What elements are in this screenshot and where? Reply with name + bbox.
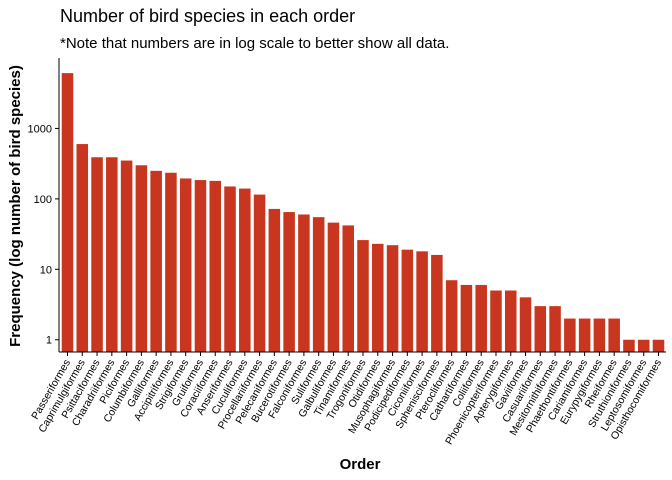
bar-ciconiiformes bbox=[416, 251, 428, 352]
bar-sphenisciformes bbox=[431, 254, 443, 352]
bar-piciformes bbox=[120, 160, 133, 352]
bar-passeriformes bbox=[61, 73, 74, 353]
y-tick-label: 10 bbox=[40, 264, 52, 276]
bar-opisthocomiformes bbox=[652, 339, 665, 352]
bar-podicipediformes bbox=[401, 249, 414, 352]
bar-columbiformes bbox=[135, 165, 148, 352]
bar-coraciiformes bbox=[209, 180, 222, 352]
bar-tinamiformes bbox=[342, 225, 354, 352]
x-axis-title: Order bbox=[340, 456, 381, 473]
bar-cariamiformes bbox=[578, 318, 591, 352]
bar-anseriformes bbox=[224, 186, 236, 352]
bar-otidiformes bbox=[372, 243, 384, 352]
bar-rheiformes bbox=[608, 318, 620, 352]
bar-trogoniformes bbox=[357, 240, 369, 352]
y-axis-title: Frequency (log number of bird species) bbox=[7, 65, 24, 347]
bar-accipitriformes bbox=[165, 172, 177, 352]
bar-mesitornithiformes bbox=[549, 306, 561, 352]
x-axis-ticks: PasseriformesCaprimulgiformesPsittacifor… bbox=[29, 352, 664, 447]
bar-strigiformes bbox=[179, 178, 192, 352]
bars-group bbox=[61, 73, 665, 353]
bar-charadriiformes bbox=[106, 157, 118, 352]
bar-leptosomiformes bbox=[637, 339, 650, 352]
bar-struthioniformes bbox=[623, 339, 635, 352]
bar-gruiformes bbox=[194, 180, 207, 352]
bar-apterygiformes bbox=[504, 290, 517, 352]
bar-phoenicopteriformes bbox=[490, 290, 502, 352]
bar-galbuliformes bbox=[327, 222, 340, 352]
bar-gaviiformes bbox=[519, 297, 532, 352]
bar-pterocliformes bbox=[445, 280, 458, 352]
y-tick-label: 1000 bbox=[28, 123, 52, 135]
bar-procellariiformes bbox=[253, 194, 266, 352]
bar-phaethontiformes bbox=[564, 318, 576, 352]
bar-caprimulgiformes bbox=[76, 144, 89, 352]
bar-suliformes bbox=[312, 217, 325, 352]
bar-bucerotiformes bbox=[283, 212, 295, 352]
bar-casuariiformes bbox=[534, 306, 547, 352]
chart-subtitle: *Note that numbers are in log scale to b… bbox=[60, 35, 450, 52]
bar-cathartiformes bbox=[460, 284, 473, 352]
y-tick-label: 100 bbox=[34, 194, 52, 206]
bar-cuculiformes bbox=[239, 188, 251, 352]
bar-falconiformes bbox=[298, 214, 310, 352]
bar-coliiformes bbox=[475, 284, 487, 352]
y-tick-label: 1 bbox=[46, 335, 52, 347]
bar-pelecaniformes bbox=[268, 208, 281, 352]
bar-galliformes bbox=[150, 170, 162, 352]
bar-musophagiformes bbox=[386, 245, 399, 352]
bar-eurypygiformes bbox=[593, 318, 606, 352]
bar-psittaciformes bbox=[91, 157, 103, 352]
chart-title: Number of bird species in each order bbox=[60, 6, 356, 26]
y-axis-ticks: 1 10 100 1000 bbox=[28, 123, 59, 347]
